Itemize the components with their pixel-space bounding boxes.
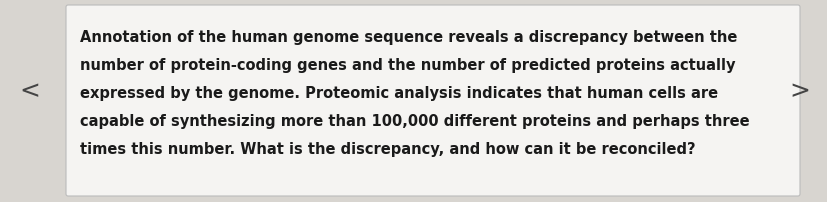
Text: expressed by the genome. Proteomic analysis indicates that human cells are: expressed by the genome. Proteomic analy… <box>80 86 717 101</box>
Text: number of protein-coding genes and the number of predicted proteins actually: number of protein-coding genes and the n… <box>80 58 734 73</box>
Text: <: < <box>20 79 41 103</box>
Text: capable of synthesizing more than 100,000 different proteins and perhaps three: capable of synthesizing more than 100,00… <box>80 114 748 128</box>
Text: >: > <box>789 79 810 103</box>
Text: times this number. What is the discrepancy, and how can it be reconciled?: times this number. What is the discrepan… <box>80 141 695 156</box>
Text: Annotation of the human genome sequence reveals a discrepancy between the: Annotation of the human genome sequence … <box>80 30 737 45</box>
FancyBboxPatch shape <box>66 6 799 196</box>
